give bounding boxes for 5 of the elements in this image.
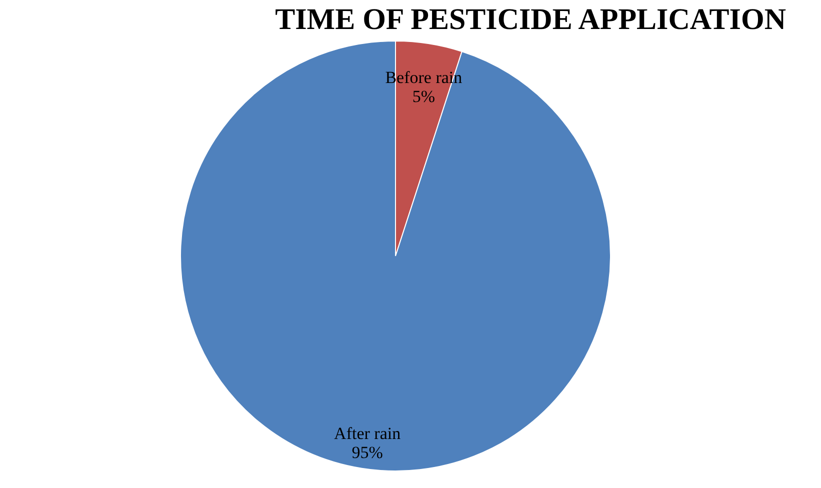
pie-slice <box>180 40 611 472</box>
chart-title: TIME OF PESTICIDE APPLICATION <box>275 3 786 36</box>
slice-label: After rain <box>334 424 402 443</box>
data-label: 95% <box>352 442 383 462</box>
data-label: 5% <box>412 87 435 106</box>
